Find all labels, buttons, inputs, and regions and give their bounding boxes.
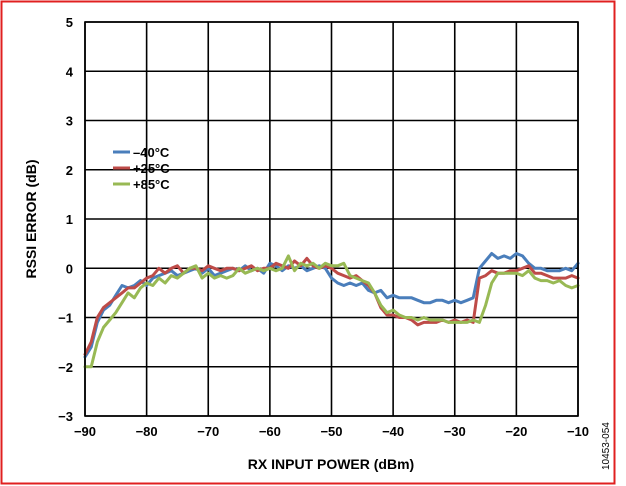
y-tick-label: −1: [58, 311, 73, 326]
legend-label: +25°C: [133, 161, 170, 176]
x-tick-label: −60: [259, 424, 281, 439]
x-tick-label: −40: [382, 424, 404, 439]
x-tick-label: −10: [567, 424, 589, 439]
y-tick-label: 5: [66, 15, 73, 30]
gridlines: [84, 21, 579, 417]
y-tick-label: 3: [66, 114, 73, 129]
x-tick-label: −50: [320, 424, 342, 439]
y-tick-label: 0: [66, 261, 73, 276]
y-tick-label: 1: [66, 212, 73, 227]
x-tick-label: −70: [197, 424, 219, 439]
legend-label: –40°C: [133, 145, 170, 160]
figure-id: 10453-054: [601, 422, 612, 470]
y-tick-label: 2: [66, 163, 73, 178]
y-tick-label: −3: [58, 409, 73, 424]
plot-frame: [84, 21, 579, 417]
series-line: [83, 254, 580, 369]
legend-label: +85°C: [133, 177, 170, 192]
x-tick-label: −90: [74, 424, 96, 439]
y-axis-label: RSSI ERROR (dB): [23, 160, 39, 279]
legend: –40°C +25°C +85°C: [113, 145, 170, 192]
y-tick-label: 4: [66, 64, 74, 79]
y-tick-label: −2: [58, 360, 73, 375]
x-tick-label: −80: [136, 424, 158, 439]
x-axis-label: RX INPUT POWER (dBm): [248, 456, 414, 472]
series-line: [83, 256, 580, 356]
x-tick-label: −20: [505, 424, 527, 439]
x-tick-label: −30: [444, 424, 466, 439]
series-lines: [83, 252, 580, 369]
